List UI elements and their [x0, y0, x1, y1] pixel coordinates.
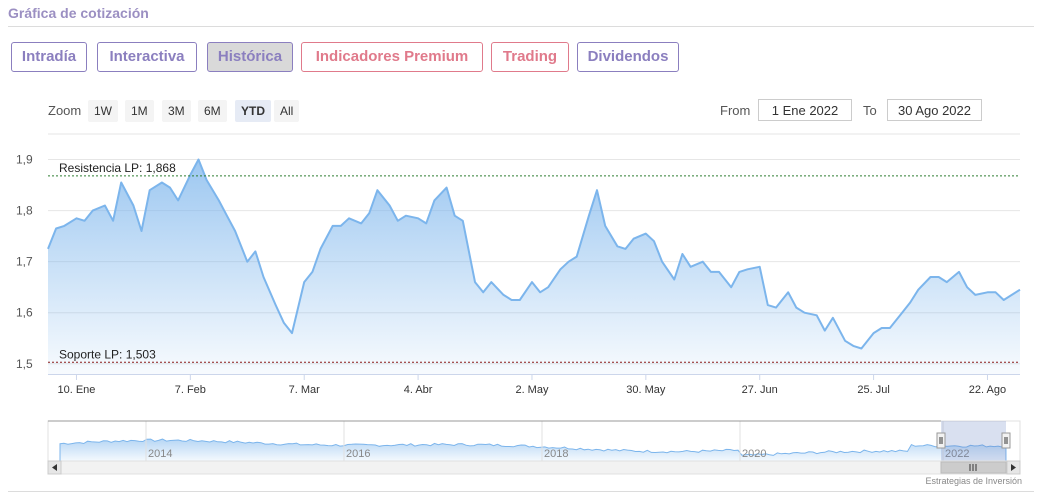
- page-header-title: Gráfica de cotización: [8, 5, 149, 21]
- x-tick-label: 22. Ago: [969, 384, 1006, 396]
- zoom-label: Zoom: [48, 103, 82, 118]
- tab-historica[interactable]: Histórica: [207, 42, 293, 72]
- credit-text: Estrategias de Inversión: [925, 476, 1022, 486]
- y-tick-label: 1,5: [16, 357, 33, 371]
- to-date-input[interactable]: 30 Ago 2022: [887, 99, 982, 121]
- tab-label: Interactiva: [109, 48, 185, 65]
- navigator-handle-left[interactable]: [936, 432, 946, 449]
- scrollbar-left-button[interactable]: [47, 460, 62, 475]
- x-tick-label: 30. May: [626, 384, 666, 396]
- navigator-year-label: 2022: [945, 448, 969, 460]
- y-tick-label: 1,7: [16, 255, 33, 269]
- tab-interactiva[interactable]: Interactiva: [97, 42, 197, 72]
- tab-label: Indicadores Premium: [315, 48, 469, 65]
- scrollbar-thumb[interactable]: [940, 461, 1007, 474]
- zoom-button-3m[interactable]: 3M: [162, 100, 191, 122]
- navigator-year-label: 2016: [346, 448, 370, 460]
- footer-divider: [8, 491, 1034, 492]
- navigator-year-label: 2020: [742, 448, 766, 460]
- tab-dividendos[interactable]: Dividendos: [577, 42, 679, 72]
- tab-label: Trading: [502, 48, 558, 65]
- scroll-left-arrow-icon: [52, 464, 57, 471]
- navigator-selection[interactable]: [941, 421, 1006, 461]
- y-tick-label: 1,8: [16, 204, 33, 218]
- zoom-button-1w[interactable]: 1W: [88, 100, 118, 122]
- tab-label: Intradía: [21, 48, 77, 65]
- support-label: Soporte LP: 1,503: [59, 347, 156, 361]
- x-tick-label: 10. Ene: [58, 384, 96, 396]
- zoom-button-6m[interactable]: 6M: [198, 100, 227, 122]
- x-tick-label: 7. Feb: [175, 384, 206, 396]
- to-label: To: [863, 103, 877, 118]
- x-tick-label: 7. Mar: [289, 384, 321, 396]
- tab-label: Dividendos: [587, 48, 669, 65]
- header-divider: [8, 26, 1034, 27]
- tab-label: Histórica: [217, 48, 283, 65]
- y-tick-label: 1,9: [16, 153, 33, 167]
- scrollbar[interactable]: [47, 460, 1021, 475]
- zoom-button-ytd[interactable]: YTD: [235, 100, 271, 122]
- y-tick-label: 1,6: [16, 306, 33, 320]
- x-tick-label: 27. Jun: [742, 384, 778, 396]
- resistance-label: Resistencia LP: 1,868: [59, 161, 176, 175]
- navigator-year-label: 2014: [148, 448, 172, 460]
- navigator-year-label: 2018: [544, 448, 568, 460]
- from-date-input[interactable]: 1 Ene 2022: [758, 99, 852, 121]
- x-tick-label: 4. Abr: [404, 384, 433, 396]
- tab-intradia[interactable]: Intradía: [11, 42, 87, 72]
- zoom-button-all[interactable]: All: [274, 100, 300, 122]
- x-tick-label: 25. Jul: [857, 384, 889, 396]
- navigator[interactable]: 2014 2016 2018 2020 2022: [47, 420, 1021, 462]
- scrollbar-right-button[interactable]: [1006, 460, 1021, 475]
- price-line: [47, 158, 1021, 350]
- navigator-area: [59, 438, 1007, 462]
- navigator-handle-right[interactable]: [1001, 432, 1011, 449]
- tab-trading[interactable]: Trading: [491, 42, 569, 72]
- tab-indicadores-premium[interactable]: Indicadores Premium: [301, 42, 483, 72]
- scrollbar-track[interactable]: [47, 460, 1021, 475]
- scroll-right-arrow-icon: [1011, 464, 1016, 471]
- zoom-button-1m[interactable]: 1M: [125, 100, 154, 122]
- price-area: [48, 159, 1020, 374]
- from-label: From: [720, 103, 751, 118]
- navigator-background: [47, 420, 1021, 462]
- x-tick-label: 2. May: [515, 384, 549, 396]
